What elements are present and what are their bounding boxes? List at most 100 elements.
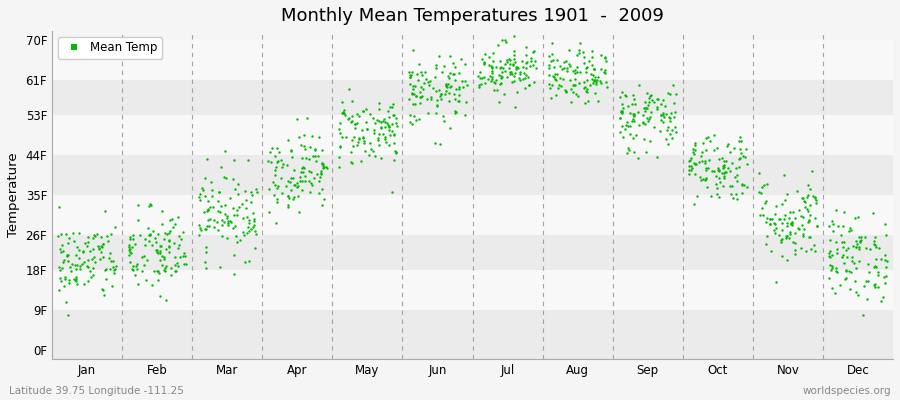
Point [562,60,576,67]
Point [581,58,596,64]
Point [238,259,252,265]
Point [292,134,307,140]
Point [448,96,463,103]
Point [145,282,159,288]
Point [723,183,737,189]
Point [477,60,491,66]
Point [192,221,206,228]
Point [851,244,866,250]
Point [738,154,752,160]
Point [588,77,602,84]
Point [621,144,635,151]
Point [245,192,259,198]
Point [688,171,702,177]
Point [699,147,714,153]
Point [198,226,212,232]
Point [202,206,216,212]
Point [763,221,778,228]
Point [716,165,731,172]
Point [788,230,803,236]
Point [76,249,90,256]
Point [452,86,466,92]
Point [572,47,587,53]
Point [773,237,788,244]
Point [716,183,730,190]
Point [86,264,100,271]
Point [402,119,417,126]
Point [472,74,487,81]
Point [130,202,145,208]
Point [707,167,722,174]
Point [138,236,152,242]
Point [502,57,517,63]
Point [874,298,888,304]
Point [626,118,640,124]
Point [308,146,322,152]
Point [752,212,767,218]
Point [622,146,636,153]
Point [212,188,226,195]
Point [510,64,525,70]
Point [487,86,501,93]
Point [200,156,214,162]
Point [406,47,420,53]
Point [516,64,530,70]
Point [823,250,837,256]
Point [562,63,577,69]
Point [88,233,103,239]
Point [847,260,861,266]
Point [267,182,282,188]
Point [762,221,777,228]
Point [312,178,327,184]
Point [809,196,824,203]
Point [266,179,280,185]
Point [629,131,643,138]
Point [152,269,166,276]
Point [107,266,122,272]
Point [798,248,813,254]
Point [382,127,396,133]
Point [619,122,634,128]
Point [314,171,328,178]
Point [424,94,438,101]
Point [58,299,73,305]
Point [316,163,330,170]
Point [662,113,676,120]
Point [123,245,138,252]
Point [845,258,859,264]
Point [65,261,79,268]
Point [833,232,848,238]
Point [486,58,500,64]
Point [572,93,586,99]
Point [527,58,542,64]
Point [548,76,562,82]
Point [127,240,141,247]
Point [513,70,527,77]
Point [771,232,786,238]
Point [826,227,841,234]
Point [647,99,662,106]
Point [249,189,264,196]
Point [294,165,309,172]
Point [59,252,74,258]
Point [122,247,137,254]
Point [790,188,805,194]
Point [760,233,774,240]
Point [68,273,83,280]
Point [126,231,140,238]
Point [688,140,702,146]
Point [71,255,86,261]
Point [96,292,111,298]
Point [635,120,650,126]
Point [584,76,598,82]
Point [300,115,314,121]
Point [505,78,519,85]
Point [824,218,839,224]
Point [598,66,612,73]
Point [849,238,863,244]
Point [772,216,787,222]
Point [642,102,656,108]
Point [443,52,457,59]
Point [838,276,852,282]
Point [105,258,120,264]
